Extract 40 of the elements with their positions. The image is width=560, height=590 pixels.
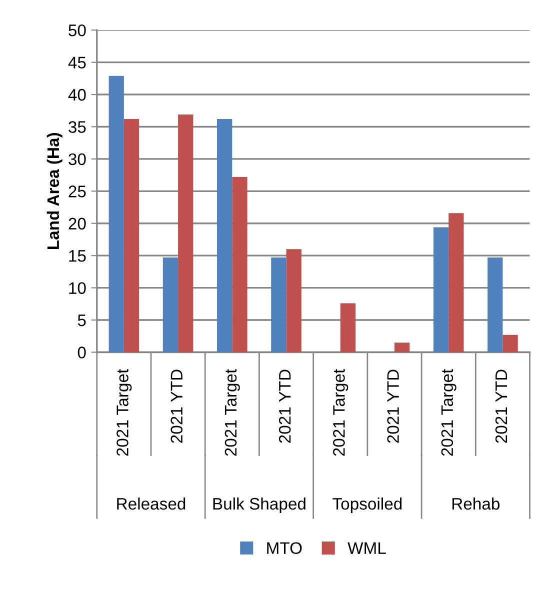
text: Topsoiled bbox=[332, 497, 402, 514]
y-tick-label: 25 bbox=[68, 186, 86, 198]
bar bbox=[502, 334, 518, 352]
text: Bulk Shaped bbox=[213, 497, 306, 514]
x-tick-label: 2021 YTD bbox=[170, 370, 183, 443]
bar bbox=[162, 258, 178, 352]
bar bbox=[488, 258, 503, 352]
legend-label: WML bbox=[348, 542, 386, 554]
y-tick-label: 35 bbox=[68, 121, 86, 133]
y-axis-title: Land Area (Ha) bbox=[46, 133, 62, 249]
y-tick-label: 20 bbox=[68, 218, 86, 230]
bar bbox=[433, 227, 449, 352]
bar bbox=[271, 258, 286, 352]
bar bbox=[394, 342, 410, 352]
bar bbox=[286, 249, 302, 352]
x-tick-label: 2021 Target bbox=[333, 369, 348, 456]
text: Rehab bbox=[452, 497, 500, 510]
y-tick-label: 0 bbox=[78, 346, 86, 358]
text: Released bbox=[117, 497, 186, 510]
bar bbox=[108, 76, 124, 352]
x-tick-label: 2021 Target bbox=[441, 369, 456, 456]
y-tick-label: 10 bbox=[69, 282, 86, 294]
bar bbox=[178, 114, 194, 352]
bar bbox=[124, 119, 140, 352]
bar bbox=[217, 119, 232, 352]
x-tick-label: 2021 YTD bbox=[495, 370, 508, 443]
x-tick-label: 2021 YTD bbox=[278, 370, 291, 443]
bar bbox=[232, 176, 248, 352]
y-tick-label: 50 bbox=[68, 24, 86, 36]
x-tick-label: 2021 Target bbox=[224, 369, 240, 456]
y-tick-label: 5 bbox=[78, 314, 86, 326]
bar bbox=[340, 303, 356, 352]
x-tick-label: 2021 YTD bbox=[387, 370, 399, 443]
y-tick-label: 30 bbox=[68, 153, 86, 166]
y-tick-label: 45 bbox=[68, 56, 86, 69]
y-tick-label: 40 bbox=[68, 88, 86, 101]
bar bbox=[448, 213, 464, 352]
x-tick-label: 2021 Target bbox=[116, 369, 132, 456]
legend-label: MTO bbox=[267, 542, 302, 554]
y-tick-label: 15 bbox=[69, 250, 86, 262]
